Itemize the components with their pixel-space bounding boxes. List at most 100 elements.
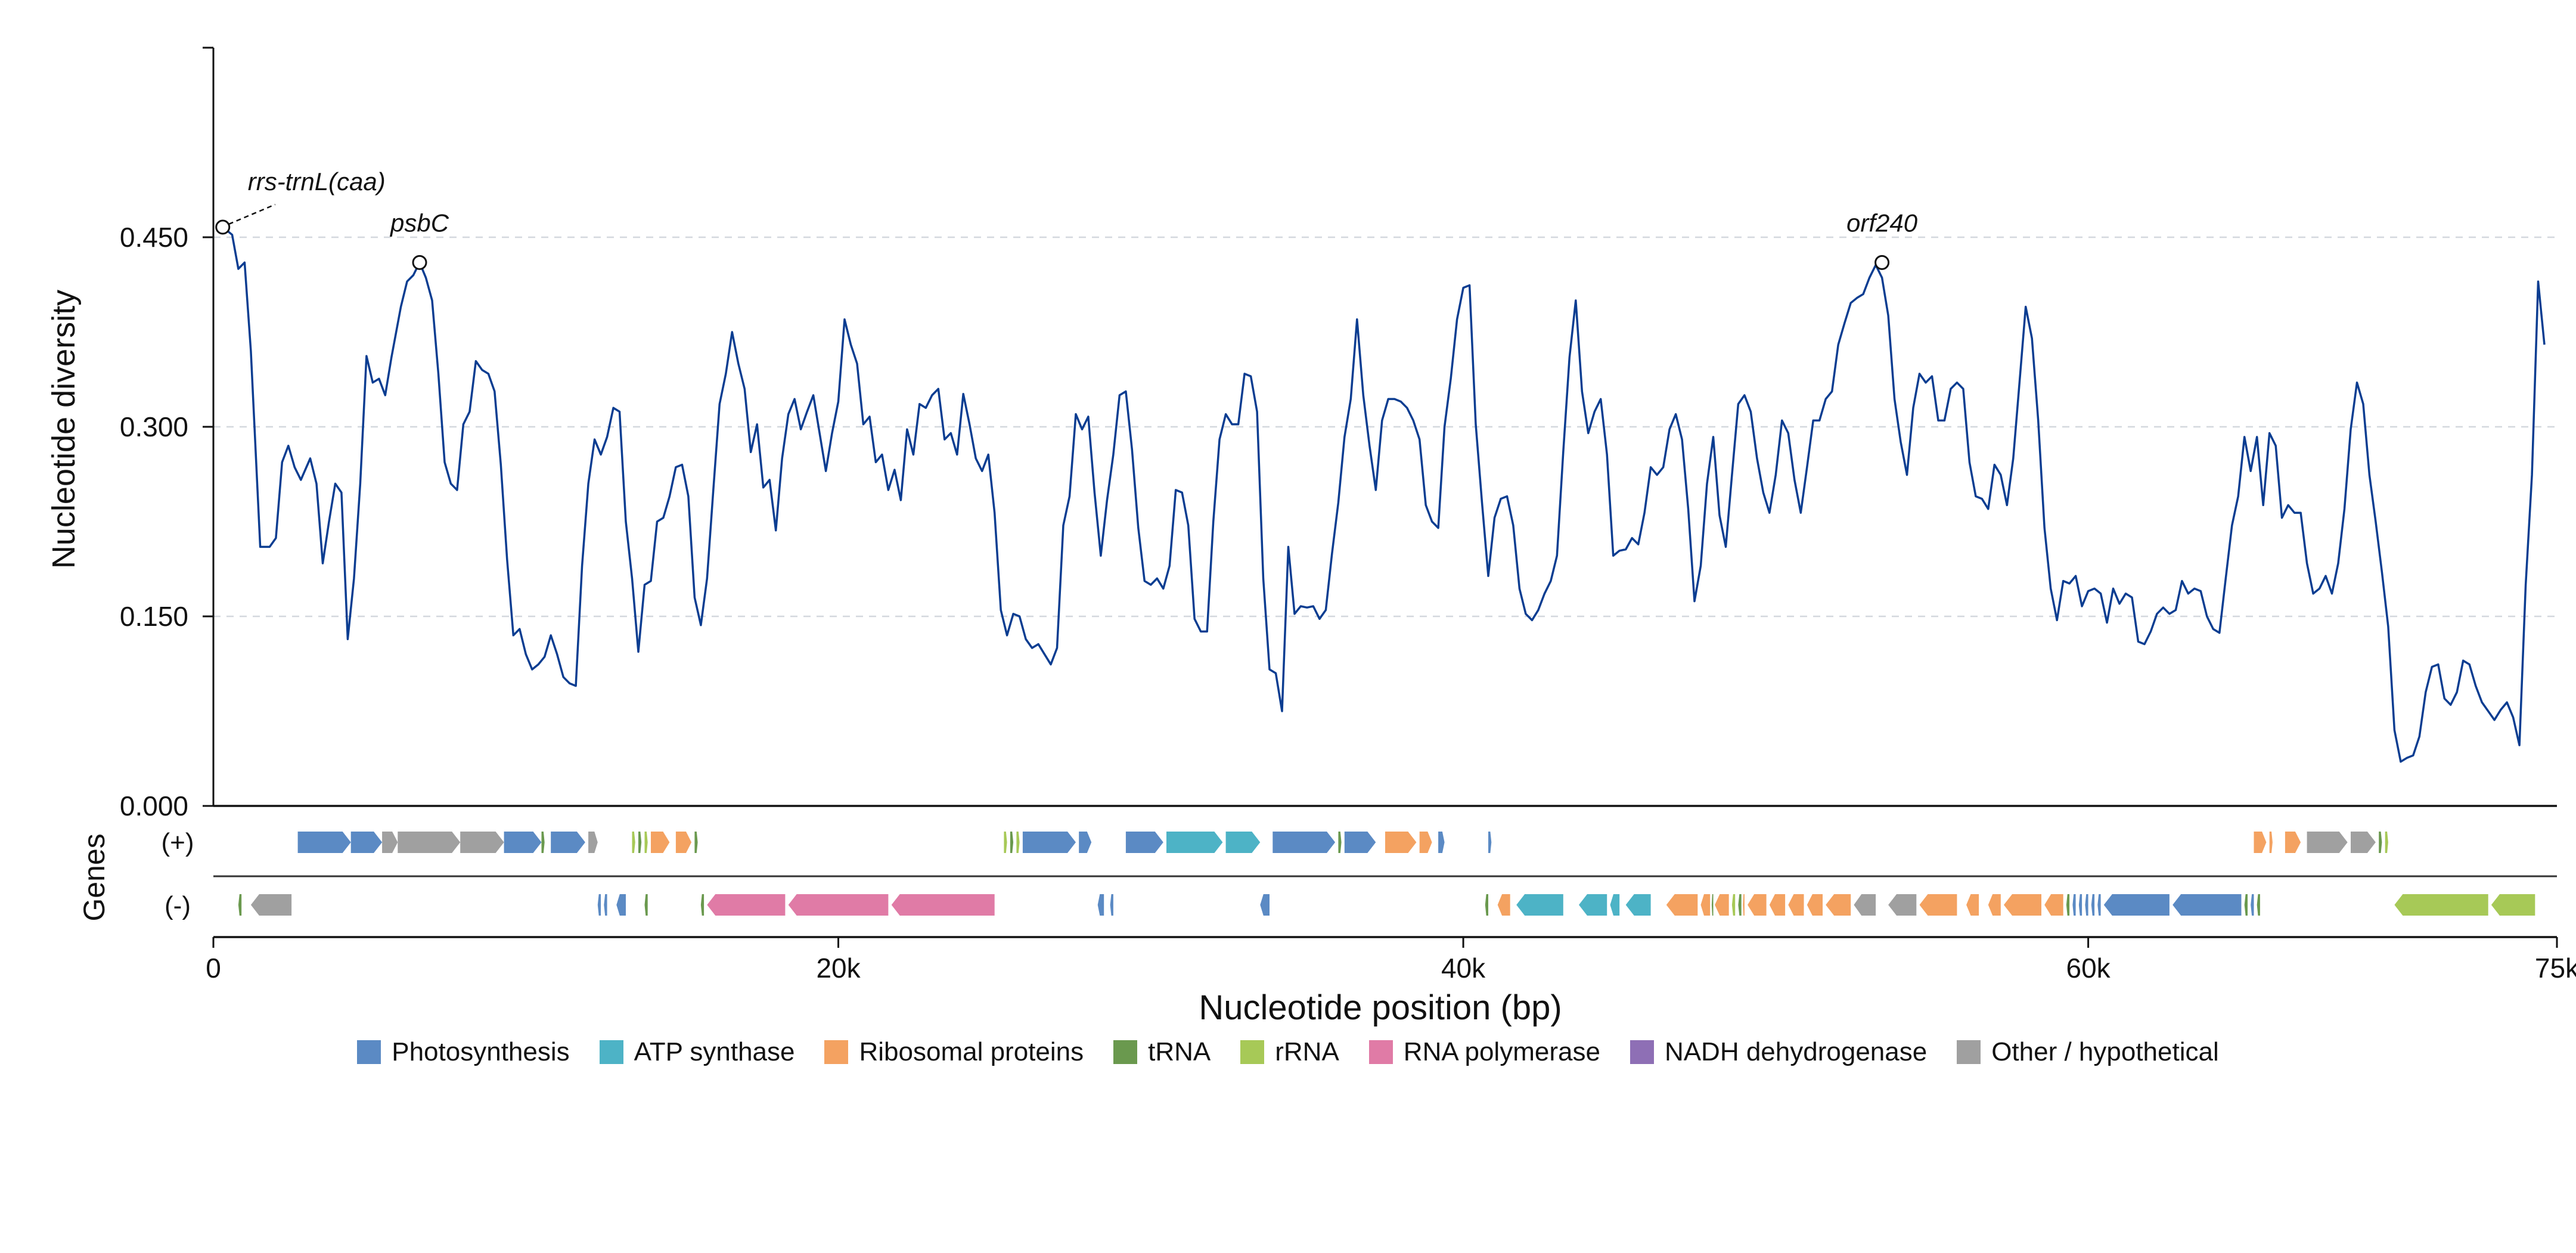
gene-minus [2044, 894, 2063, 916]
x-tick-label: 20k [816, 953, 861, 984]
x-tick-label: 0 [206, 953, 221, 984]
gene-minus [1110, 894, 1113, 916]
legend-item: RNA polymerase [1368, 1037, 1600, 1067]
gene-plus [2385, 832, 2388, 853]
gene-plus [2379, 832, 2382, 853]
gene-plus [1125, 832, 1163, 853]
gene-plus [1385, 832, 1417, 853]
gene-plus [1225, 832, 1261, 853]
x-tick-label: 60k [2066, 953, 2111, 984]
gene-minus [891, 894, 995, 916]
legend-swatch [1113, 1040, 1138, 1064]
gene-minus [2172, 894, 2242, 916]
peak-annotation-label: rrs-trnL(caa) [248, 168, 386, 196]
legend: Photosynthesis ATP synthase Ribosomal prot… [0, 1037, 2576, 1067]
peak-annotation-label: psbC [389, 209, 449, 237]
legend-swatch [1240, 1040, 1265, 1064]
gene-minus [1579, 894, 1607, 916]
legend-item: NADH dehydrogenase [1630, 1037, 1927, 1067]
legend-item: Ribosomal proteins [824, 1037, 1084, 1067]
legend-label: NADH dehydrogenase [1664, 1037, 1928, 1066]
y-axis-label: Nucleotide diversity [46, 290, 82, 569]
gene-plus [2285, 832, 2301, 853]
gene-plus [551, 832, 585, 853]
gene-minus [2491, 894, 2535, 916]
gene-plus [1004, 832, 1007, 853]
gene-minus [2244, 894, 2248, 916]
gene-minus [2394, 894, 2488, 916]
gene-minus [2078, 894, 2082, 916]
gene-plus [504, 832, 542, 853]
gene-minus [1625, 894, 1651, 916]
x-axis: 0 20k 40k 60k 75k [206, 936, 2576, 984]
gene-minus [2097, 894, 2101, 916]
gene-plus [541, 832, 545, 853]
gene-minus [2103, 894, 2170, 916]
gene-minus [788, 894, 889, 916]
diversity-line [222, 226, 2546, 763]
gene-minus [238, 894, 242, 916]
gene-minus [1497, 894, 1510, 916]
gene-minus [2091, 894, 2095, 916]
gene-plus [1010, 832, 1014, 853]
gene-minus [2257, 894, 2260, 916]
legend-swatch [357, 1040, 381, 1064]
gene-minus [616, 894, 626, 916]
gene-plus [1022, 832, 1076, 853]
gene-plus [297, 832, 351, 853]
legend-swatch [599, 1040, 623, 1064]
gene-minus [1748, 894, 1767, 916]
gene-minus [644, 894, 648, 916]
gene-plus [1344, 832, 1376, 853]
gene-plus [651, 832, 670, 853]
gene-minus [1610, 894, 1620, 916]
x-tick-label: 75k [2535, 953, 2576, 984]
peak-marker [412, 255, 427, 270]
y-tick-label: 0.300 [120, 411, 188, 442]
legend-label: rRNA [1275, 1037, 1339, 1066]
gene-plus [1079, 832, 1092, 853]
gene-minus [250, 894, 292, 916]
x-tick-label: 40k [1441, 953, 1486, 984]
legend-swatch [1630, 1040, 1654, 1064]
plus-strand-label: (+) [162, 828, 194, 857]
gene-plus [1438, 832, 1445, 853]
gene-minus [1485, 894, 1488, 916]
gene-minus [1788, 894, 1804, 916]
gene-plus [644, 832, 648, 853]
gene-minus [1516, 894, 1563, 916]
gene-plus [1419, 832, 1432, 853]
legend-label: Other / hypothetical [1991, 1037, 2219, 1066]
gene-minus [1738, 894, 1742, 916]
legend-item: Photosynthesis [357, 1037, 570, 1067]
gene-minus [1769, 894, 1786, 916]
gene-plus [1166, 832, 1223, 853]
gene-minus [1807, 894, 1823, 916]
gene-minus [700, 894, 704, 916]
gene-track [213, 832, 2557, 916]
peak-marker [1874, 255, 1890, 270]
gene-plus [1488, 832, 1492, 853]
gene-plus [2307, 832, 2348, 853]
gene-plus [1273, 832, 1336, 853]
gene-plus [460, 832, 504, 853]
gene-minus [1826, 894, 1851, 916]
gene-minus [1715, 894, 1729, 916]
gene-minus [1260, 894, 1270, 916]
legend-label: Photosynthesis [392, 1037, 570, 1066]
gene-plus [2351, 832, 2376, 853]
y-tick-label: 0.000 [120, 790, 188, 821]
legend-item: ATP synthase [599, 1037, 795, 1067]
gene-plus [2254, 832, 2267, 853]
x-axis-label: Nucleotide position (bp) [1199, 988, 1562, 1027]
gene-plus [382, 832, 398, 853]
gene-minus [707, 894, 786, 916]
gene-minus [1966, 894, 1979, 916]
gene-plus [588, 832, 598, 853]
gene-plus [350, 832, 383, 853]
gene-plus [638, 832, 642, 853]
gene-minus [1711, 894, 1714, 916]
gene-minus [2004, 894, 2041, 916]
y-tick-label: 0.150 [120, 601, 188, 632]
legend-label: ATP synthase [634, 1037, 795, 1066]
